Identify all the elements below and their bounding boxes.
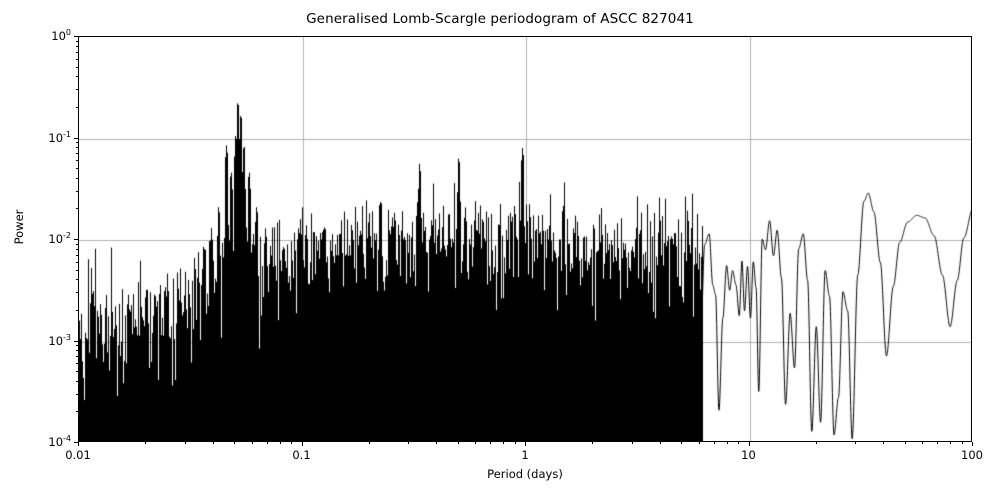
x-tick-mark [436,442,438,445]
y-tick-label: 100 [51,28,71,43]
y-tick-mark [75,350,78,352]
y-tick-mark [75,248,78,250]
x-tick-mark [475,442,477,445]
x-tick-mark [659,442,661,445]
x-tick-mark [234,442,236,445]
y-tick-mark [74,442,78,443]
y-tick-mark [75,168,78,170]
y-tick-mark [75,309,78,311]
x-tick-mark [291,442,293,445]
y-tick-mark [75,51,78,53]
y-tick-mark [75,106,78,108]
y-tick-mark [74,239,78,240]
x-tick-label: 100 [961,448,983,462]
x-tick-mark [251,442,253,445]
x-tick-mark [212,442,214,445]
y-tick-mark [75,142,78,144]
x-tick-mark [950,442,952,445]
x-tick-label: 1 [521,448,529,462]
y-tick-mark [75,269,78,271]
plot-canvas-holder [79,37,971,441]
x-tick-mark [713,442,715,445]
y-tick-mark [75,279,78,281]
y-tick-label: 10-4 [48,434,71,449]
y-tick-mark [75,411,78,413]
y-tick-mark [75,66,78,68]
x-tick-mark [525,442,526,446]
y-tick-mark [75,45,78,47]
x-tick-mark [937,442,939,445]
y-tick-mark [74,36,78,37]
x-tick-mark [457,442,459,445]
x-tick-mark [922,442,924,445]
y-tick-mark [74,137,78,139]
y-tick-mark [75,380,78,382]
y-tick-mark [75,76,78,78]
y-tick-mark [74,340,78,342]
x-tick-mark [726,442,728,445]
x-tick-mark [78,442,79,446]
y-tick-mark [75,40,78,42]
x-tick-label: 0.01 [65,448,91,462]
x-tick-mark [490,442,492,445]
y-tick-mark [75,89,78,91]
x-tick-label: 0.1 [292,448,311,462]
x-tick-mark [514,442,516,445]
y-tick-mark [75,153,78,155]
y-tick-mark [75,58,78,60]
x-tick-mark [815,442,817,445]
x-tick-mark [631,442,633,445]
x-tick-mark [681,442,683,445]
x-axis-label: Period (days) [487,467,563,481]
x-tick-mark [738,442,740,445]
y-tick-mark [75,190,78,192]
x-tick-mark [883,442,885,445]
y-axis-label: Power [12,209,26,245]
x-tick-mark [145,442,147,445]
x-tick-mark [408,442,410,445]
y-tick-mark [75,261,78,263]
y-tick-label: 10-3 [48,332,71,348]
y-tick-mark [75,356,78,358]
x-tick-mark [904,442,906,445]
x-tick-mark [266,442,268,445]
x-tick-mark [368,442,370,445]
x-tick-mark [748,442,750,446]
y-tick-mark [75,254,78,256]
y-tick-mark [75,208,78,210]
y-tick-mark [75,147,78,149]
y-tick-mark [75,371,78,373]
x-tick-mark [301,442,303,446]
x-tick-mark [279,442,281,445]
chart-title: Generalised Lomb-Scargle periodogram of … [306,11,694,27]
plot-area [78,36,972,442]
x-tick-label: 10 [741,448,756,462]
x-tick-mark [972,442,973,446]
y-tick-label: 10-1 [48,129,71,145]
x-tick-mark [855,442,857,445]
x-tick-mark [961,442,963,445]
x-tick-mark [592,442,594,445]
y-tick-mark [75,292,78,294]
y-tick-label: 10-2 [48,231,71,246]
y-tick-mark [75,393,78,395]
periodogram-canvas [79,37,971,441]
y-tick-mark [75,345,78,347]
x-tick-mark [698,442,700,445]
x-tick-mark [503,442,505,445]
y-tick-mark [75,160,78,162]
y-tick-mark [75,243,78,245]
x-tick-mark [184,442,186,445]
y-tick-mark [75,177,78,179]
y-tick-mark [75,363,78,365]
